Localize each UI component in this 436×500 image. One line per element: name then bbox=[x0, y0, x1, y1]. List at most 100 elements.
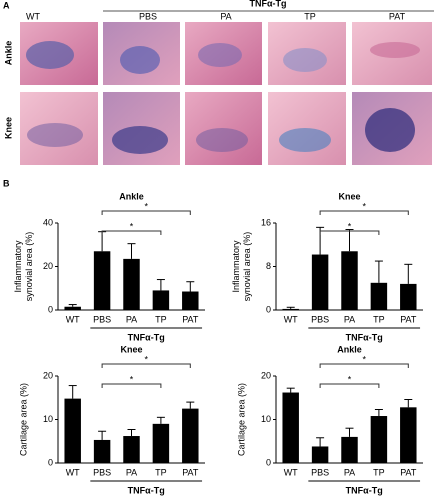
x-tick-label: PA bbox=[126, 467, 137, 477]
error-bar bbox=[345, 229, 354, 252]
error-bar bbox=[404, 398, 413, 408]
column-label: PAT bbox=[389, 11, 406, 21]
bar bbox=[182, 408, 199, 463]
y-axis-label: Inflammatory bbox=[231, 240, 241, 293]
column-label: PBS bbox=[139, 11, 157, 21]
row-label: Ankle bbox=[3, 41, 13, 66]
column-label: WT bbox=[26, 11, 40, 21]
y-tick-label: 10 bbox=[261, 414, 271, 424]
bar bbox=[370, 282, 388, 310]
x-tick-label: PAT bbox=[400, 467, 417, 477]
error-bar bbox=[127, 243, 136, 259]
y-tick-label: 0 bbox=[48, 457, 53, 467]
chart-title: Ankle bbox=[337, 344, 362, 354]
significance-bracket bbox=[101, 383, 162, 388]
y-tick-label: 20 bbox=[261, 370, 271, 380]
x-tick-label: PBS bbox=[93, 467, 111, 477]
error-bar bbox=[316, 437, 325, 447]
x-tick-label: PBS bbox=[311, 467, 329, 477]
y-axis-label: synovial area (%) bbox=[24, 232, 34, 302]
x-tick-label: TP bbox=[155, 314, 167, 324]
bar bbox=[341, 436, 358, 463]
bar bbox=[182, 291, 199, 310]
y-tick-label: 10 bbox=[43, 414, 53, 424]
x-tick-label: PA bbox=[344, 314, 355, 324]
group-label: TNFα-Tg bbox=[128, 485, 165, 495]
y-tick-label: 16 bbox=[261, 217, 271, 227]
bar bbox=[93, 251, 111, 310]
y-axis-label: Inflammatory bbox=[13, 240, 23, 293]
error-bar bbox=[127, 429, 136, 437]
chart-title: Ankle bbox=[119, 191, 144, 201]
error-bar bbox=[374, 260, 383, 283]
bar bbox=[400, 407, 417, 463]
y-axis-label: Cartilage area (%) bbox=[18, 383, 28, 456]
error-bar bbox=[68, 385, 77, 399]
significance-label: * bbox=[348, 374, 352, 384]
group-label: TNFα-Tg bbox=[249, 0, 286, 8]
group-label: TNFα-Tg bbox=[346, 485, 383, 495]
error-bar bbox=[345, 427, 354, 437]
significance-label: * bbox=[130, 374, 134, 384]
bar bbox=[400, 283, 417, 310]
significance-bracket bbox=[101, 230, 162, 235]
error-bar bbox=[286, 387, 295, 393]
y-tick-label: 0 bbox=[48, 304, 53, 314]
row-label: Knee bbox=[3, 117, 13, 139]
panel-label: A bbox=[3, 0, 10, 10]
significance-bracket bbox=[101, 363, 191, 368]
bar bbox=[311, 254, 329, 310]
bar bbox=[341, 251, 358, 310]
x-tick-label: TP bbox=[155, 467, 167, 477]
bar bbox=[93, 439, 111, 463]
x-tick-label: PA bbox=[344, 467, 355, 477]
x-tick-label: PAT bbox=[182, 467, 199, 477]
error-bar bbox=[404, 263, 413, 284]
bar bbox=[64, 398, 81, 463]
x-tick-label: WT bbox=[284, 314, 298, 324]
x-tick-label: TP bbox=[373, 314, 385, 324]
y-tick-label: 20 bbox=[43, 261, 53, 271]
significance-label: * bbox=[144, 201, 148, 211]
group-label: TNFα-Tg bbox=[128, 332, 165, 342]
bar bbox=[123, 258, 140, 310]
bar bbox=[282, 308, 299, 310]
error-bar bbox=[98, 430, 107, 440]
significance-bracket bbox=[101, 210, 191, 215]
chart-title: Knee bbox=[338, 191, 360, 201]
error-bar bbox=[186, 401, 195, 409]
y-tick-label: 8 bbox=[266, 261, 271, 271]
significance-bracket bbox=[319, 210, 409, 215]
group-label: TNFα-Tg bbox=[346, 332, 383, 342]
x-tick-label: PBS bbox=[93, 314, 111, 324]
error-bar bbox=[156, 416, 165, 424]
bar bbox=[311, 446, 329, 463]
x-tick-label: PBS bbox=[311, 314, 329, 324]
error-bar bbox=[186, 281, 195, 292]
column-label: PA bbox=[220, 11, 231, 21]
x-tick-label: TP bbox=[373, 467, 385, 477]
significance-label: * bbox=[362, 354, 366, 364]
x-tick-label: PAT bbox=[400, 314, 417, 324]
panel-label: B bbox=[3, 178, 10, 188]
significance-label: * bbox=[144, 354, 148, 364]
y-tick-label: 0 bbox=[266, 304, 271, 314]
significance-label: * bbox=[348, 221, 352, 231]
error-bar bbox=[286, 306, 295, 309]
x-tick-label: WT bbox=[66, 314, 80, 324]
error-bar bbox=[68, 304, 77, 307]
chart-title: Knee bbox=[120, 344, 142, 354]
bar bbox=[152, 290, 170, 310]
column-label: TP bbox=[304, 11, 316, 21]
histology-images bbox=[20, 22, 432, 165]
error-bar bbox=[374, 408, 383, 417]
significance-bracket bbox=[319, 230, 380, 235]
bar bbox=[152, 423, 170, 463]
x-tick-label: WT bbox=[66, 467, 80, 477]
bar bbox=[282, 392, 299, 463]
significance-bracket bbox=[319, 383, 380, 388]
bar bbox=[123, 436, 140, 463]
bar bbox=[64, 306, 81, 310]
significance-label: * bbox=[130, 221, 134, 231]
